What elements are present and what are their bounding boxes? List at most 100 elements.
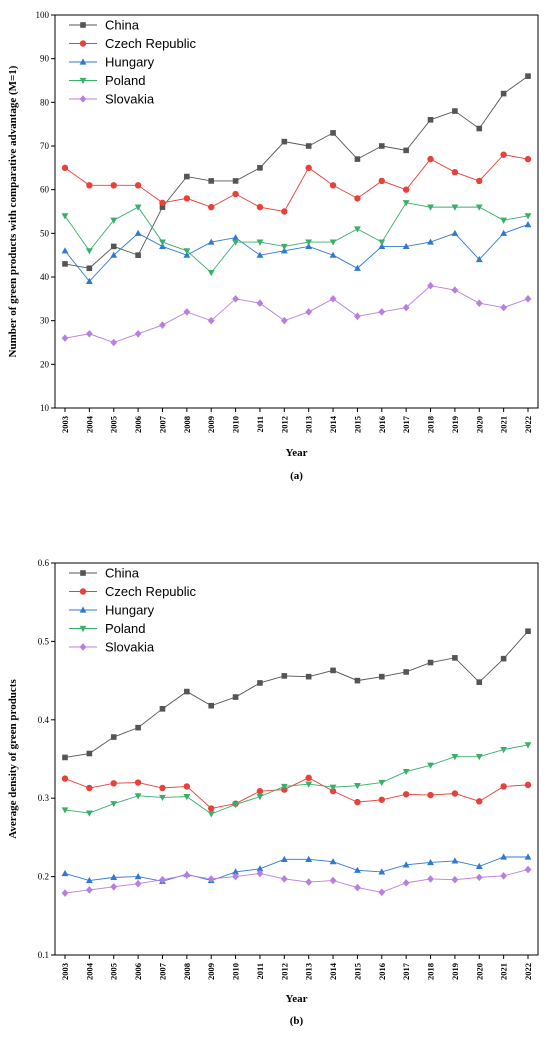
series-line-china bbox=[64, 630, 529, 758]
legend-marker-czech-republic bbox=[79, 588, 87, 595]
data-point-czech-republic bbox=[427, 155, 434, 163]
data-point-czech-republic bbox=[61, 775, 69, 782]
data-point-china bbox=[427, 117, 434, 123]
x-tick-label: 2003 bbox=[60, 416, 70, 433]
series-china bbox=[62, 628, 531, 761]
data-point-poland bbox=[207, 811, 215, 818]
y-tick-label: 80 bbox=[40, 97, 50, 107]
series-line-slovakia bbox=[64, 869, 529, 894]
x-tick-label: 2018 bbox=[426, 416, 436, 433]
data-point-china bbox=[110, 734, 117, 740]
y-tick-label: 0.2 bbox=[38, 872, 49, 882]
data-point-slovakia bbox=[85, 886, 93, 894]
data-point-slovakia bbox=[475, 299, 483, 307]
data-point-poland bbox=[61, 213, 69, 220]
data-point-czech-republic bbox=[402, 791, 410, 798]
data-point-china bbox=[62, 261, 68, 267]
x-tick-label: 2017 bbox=[401, 962, 411, 980]
y-tick-label: 50 bbox=[40, 228, 50, 238]
x-tick-label: 2016 bbox=[377, 963, 387, 980]
data-point-slovakia bbox=[500, 872, 508, 880]
legend-marker-china bbox=[80, 22, 86, 28]
data-point-czech-republic bbox=[256, 787, 264, 795]
x-tick-label: 2006 bbox=[133, 963, 143, 980]
data-point-poland bbox=[207, 270, 215, 277]
data-point-slovakia bbox=[354, 312, 361, 321]
data-point-slovakia bbox=[305, 878, 313, 886]
data-point-slovakia bbox=[256, 869, 264, 878]
data-point-czech-republic bbox=[354, 798, 361, 806]
series-line-poland bbox=[64, 202, 529, 274]
data-point-czech-republic bbox=[208, 805, 215, 812]
data-point-hungary bbox=[329, 251, 337, 258]
series-line-slovakia bbox=[64, 285, 529, 343]
data-point-czech-republic bbox=[159, 784, 166, 792]
data-point-hungary bbox=[61, 869, 69, 877]
legend-label-hungary: Hungary bbox=[105, 603, 155, 618]
data-point-slovakia bbox=[134, 329, 142, 338]
data-point-poland bbox=[329, 239, 337, 246]
plot-frame bbox=[54, 14, 539, 409]
x-tick-label: 2003 bbox=[60, 963, 70, 980]
data-point-china bbox=[354, 156, 361, 162]
series-line-poland bbox=[64, 744, 529, 815]
x-tick-label: 2021 bbox=[499, 416, 509, 433]
data-point-czech-republic bbox=[183, 195, 191, 202]
x-tick-label: 2021 bbox=[499, 963, 509, 980]
data-point-slovakia bbox=[61, 889, 69, 897]
data-point-hungary bbox=[354, 264, 361, 271]
data-point-slovakia bbox=[85, 329, 93, 338]
data-point-poland bbox=[475, 204, 483, 211]
series-slovakia bbox=[61, 865, 532, 897]
data-point-czech-republic bbox=[134, 779, 142, 786]
data-point-hungary bbox=[110, 873, 118, 880]
x-tick-label: 2015 bbox=[352, 416, 362, 433]
data-point-czech-republic bbox=[524, 155, 532, 163]
data-point-china bbox=[184, 173, 190, 180]
x-tick-label: 2008 bbox=[182, 416, 192, 433]
data-point-hungary bbox=[329, 858, 337, 865]
x-tick-label: 2014 bbox=[328, 962, 338, 980]
data-point-poland bbox=[427, 204, 434, 211]
data-point-hungary bbox=[475, 255, 483, 263]
data-point-poland bbox=[378, 239, 386, 246]
data-point-slovakia bbox=[378, 308, 386, 316]
x-tick-label: 2013 bbox=[304, 963, 314, 980]
data-point-czech-republic bbox=[86, 784, 93, 792]
legend-marker-poland bbox=[79, 77, 87, 85]
data-point-china bbox=[525, 73, 531, 79]
data-point-poland bbox=[475, 754, 483, 761]
data-point-china bbox=[281, 138, 288, 145]
data-point-czech-republic bbox=[451, 790, 459, 797]
data-point-czech-republic bbox=[476, 177, 483, 185]
data-point-hungary bbox=[354, 866, 361, 873]
x-tick-label: 2011 bbox=[255, 416, 265, 433]
y-tick-label: 0.4 bbox=[38, 715, 50, 725]
data-point-czech-republic bbox=[378, 177, 385, 185]
data-point-poland bbox=[159, 239, 166, 246]
x-tick-label: 2009 bbox=[206, 963, 216, 980]
data-point-poland bbox=[305, 239, 313, 246]
x-tick-label: 2005 bbox=[109, 416, 119, 433]
data-point-hungary bbox=[451, 857, 459, 864]
x-tick-label: 2004 bbox=[84, 415, 94, 433]
legend-marker-china bbox=[80, 570, 86, 576]
data-point-poland bbox=[402, 200, 410, 207]
data-point-slovakia bbox=[329, 295, 337, 303]
data-point-china bbox=[257, 680, 263, 686]
data-point-slovakia bbox=[232, 295, 239, 303]
data-point-hungary bbox=[280, 247, 288, 254]
data-point-hungary bbox=[134, 873, 142, 880]
legend-label-poland: Poland bbox=[105, 73, 145, 88]
y-tick-label: 90 bbox=[40, 54, 50, 64]
y-tick-label: 0.6 bbox=[38, 558, 50, 568]
data-point-slovakia bbox=[110, 882, 118, 891]
data-point-china bbox=[330, 130, 336, 136]
legend-label-poland: Poland bbox=[105, 621, 145, 636]
data-point-slovakia bbox=[402, 879, 410, 887]
x-tick-label: 2013 bbox=[304, 416, 314, 433]
panel-caption: (a) bbox=[290, 470, 303, 482]
x-tick-label: 2014 bbox=[328, 415, 338, 433]
data-point-poland bbox=[183, 248, 191, 255]
data-point-hungary bbox=[110, 251, 118, 258]
